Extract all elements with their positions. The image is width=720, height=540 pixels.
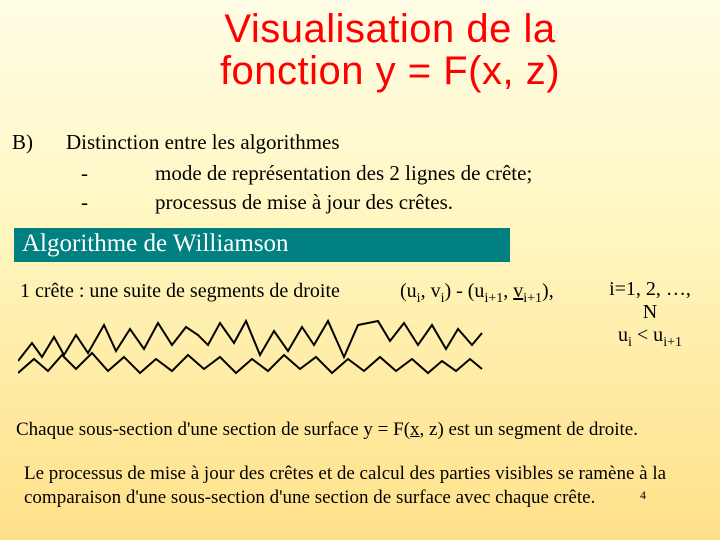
bullet-dash: -	[80, 189, 152, 216]
page-number: 4	[640, 488, 646, 503]
crest-wave-diagram	[18, 315, 498, 395]
bullet-text: processus de mise à jour des crêtes.	[154, 189, 533, 216]
crete-right-line: i=1, 2, …, N	[600, 278, 700, 324]
section-text: Distinction entre les algorithmes	[66, 130, 340, 155]
bottom-line-1: Chaque sous-section d'une section de sur…	[16, 418, 638, 442]
title-line1: Visualisation de la	[224, 7, 555, 51]
title-line2: fonction y = F(x, z)	[220, 49, 560, 93]
bullet-dash: -	[80, 160, 152, 187]
section-label: B)	[12, 130, 33, 155]
slide-title: Visualisation de la fonction y = F(x, z)	[0, 0, 720, 92]
bottom-paragraph: Le processus de mise à jour des crêtes e…	[24, 462, 694, 510]
crete-right-col: i=1, 2, …, Nui < ui+1	[600, 278, 700, 351]
crete-left-text: 1 crête : une suite de segments de droit…	[20, 280, 340, 303]
crete-formula: (ui, vi) - (ui+1, vi+1),	[400, 280, 554, 307]
bullet-list: -mode de représentation des 2 lignes de …	[78, 158, 535, 218]
bullet-text: mode de représentation des 2 lignes de c…	[154, 160, 533, 187]
crete-right-line: ui < ui+1	[600, 324, 700, 351]
algorithm-heading: Algorithme de Williamson	[14, 228, 510, 262]
